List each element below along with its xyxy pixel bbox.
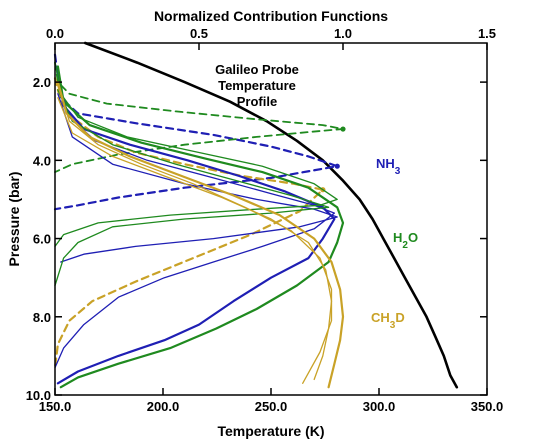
x-tick-label-top: 0.0 [46, 26, 64, 41]
annotation-main: H [393, 230, 402, 245]
annotation-galileo: Galileo Probe Temperature Profile [215, 62, 299, 109]
y-axis-title: Pressure (bar) [6, 172, 22, 267]
series-marker-h2o-dashed [340, 126, 346, 132]
annotation-line: Temperature [218, 78, 296, 93]
annotation-line: Galileo Probe [215, 62, 299, 77]
annotation-nh3: NH3 [376, 156, 401, 177]
annotation-ch3d: CH3D [371, 310, 405, 331]
series-line-blue-a [56, 73, 336, 385]
series-line-green-c [54, 61, 338, 248]
x-tick-label-top: 1.5 [478, 26, 496, 41]
y-tick-label: 10.0 [26, 388, 51, 403]
series-line-ch3d-c [57, 97, 333, 381]
annotation-main: NH [376, 156, 395, 171]
series-line-temperature [83, 41, 459, 389]
x-axis-title: Temperature (K) [217, 423, 324, 439]
series-line-h2o-dashed [54, 61, 344, 173]
x-tick-label-top: 0.5 [190, 26, 208, 41]
x-tick-label-top: 1.0 [334, 26, 352, 41]
top-axis-title: Normalized Contribution Functions [154, 8, 388, 24]
x-tick-label-bottom: 150.0 [39, 399, 72, 414]
x-tick-label-bottom: 300.0 [363, 399, 396, 414]
series-line-blue-c [57, 93, 338, 263]
annotation-subscript: 3 [395, 166, 401, 177]
y-tick-label: 8.0 [33, 310, 51, 325]
annotation-subscript: 3 [390, 320, 396, 331]
y-tick-label: 6.0 [33, 232, 51, 247]
series-layer [53, 41, 459, 389]
series-line-ch3d-b [57, 85, 333, 384]
y-tick-label: 4.0 [33, 153, 51, 168]
annotation-h2o: H2O [393, 230, 418, 251]
annotation-line: Profile [237, 94, 277, 109]
annotation-layer: Galileo Probe Temperature ProfileNH3H2OCH3… [215, 62, 418, 331]
series-line-green-b [54, 89, 330, 287]
annotation-tail: D [395, 310, 404, 325]
series-line-green-a [56, 65, 345, 389]
x-tick-label-bottom: 250.0 [255, 399, 288, 414]
annotation-subscript: 2 [402, 240, 408, 251]
ticks-layer: 150.0 200.0 250.0 300.0 350.0 0.0 0.5 1.0 1.5 2.0… [26, 26, 504, 414]
annotation-tail: O [408, 230, 418, 245]
x-tick-label-bottom: 200.0 [147, 399, 180, 414]
x-tick-label-bottom: 350.0 [471, 399, 504, 414]
series-marker-nh3-dashed [334, 163, 340, 169]
y-tick-label: 2.0 [33, 75, 51, 90]
series-line-ch3d-a [56, 81, 345, 389]
annotation-main: CH [371, 310, 390, 325]
